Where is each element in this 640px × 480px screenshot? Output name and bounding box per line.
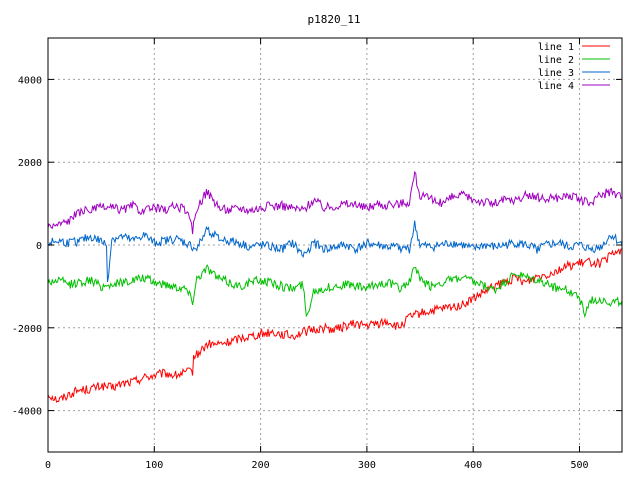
- legend-label: line 3: [538, 68, 574, 79]
- series-line-2: [47, 264, 623, 319]
- legend-label: line 4: [538, 81, 574, 92]
- series-line-3: [47, 220, 623, 282]
- x-tick-label: 200: [252, 460, 270, 471]
- legend-label: line 2: [538, 55, 574, 66]
- grid-lines: [48, 38, 622, 452]
- y-tick-label: 4000: [18, 75, 42, 86]
- y-tick-label: -2000: [12, 324, 42, 335]
- legend: line 1 line 2 line 3 line 4: [538, 42, 610, 92]
- y-tick-label: 0: [36, 241, 42, 252]
- data-series: [47, 170, 623, 403]
- axis-ticks: 0 100 200 300 400 500 -4000 -2000 0 2000 4000: [12, 38, 622, 471]
- chart-title: p1820_11: [308, 13, 361, 26]
- y-tick-label: -4000: [12, 407, 42, 418]
- x-tick-label: 500: [570, 460, 588, 471]
- series-line-4: [47, 170, 623, 235]
- y-tick-label: 2000: [18, 158, 42, 169]
- series-line-1: [47, 248, 622, 403]
- x-tick-label: 300: [358, 460, 376, 471]
- x-tick-label: 400: [464, 460, 482, 471]
- legend-label: line 1: [538, 42, 574, 53]
- x-tick-label: 0: [45, 460, 51, 471]
- x-tick-label: 100: [145, 460, 163, 471]
